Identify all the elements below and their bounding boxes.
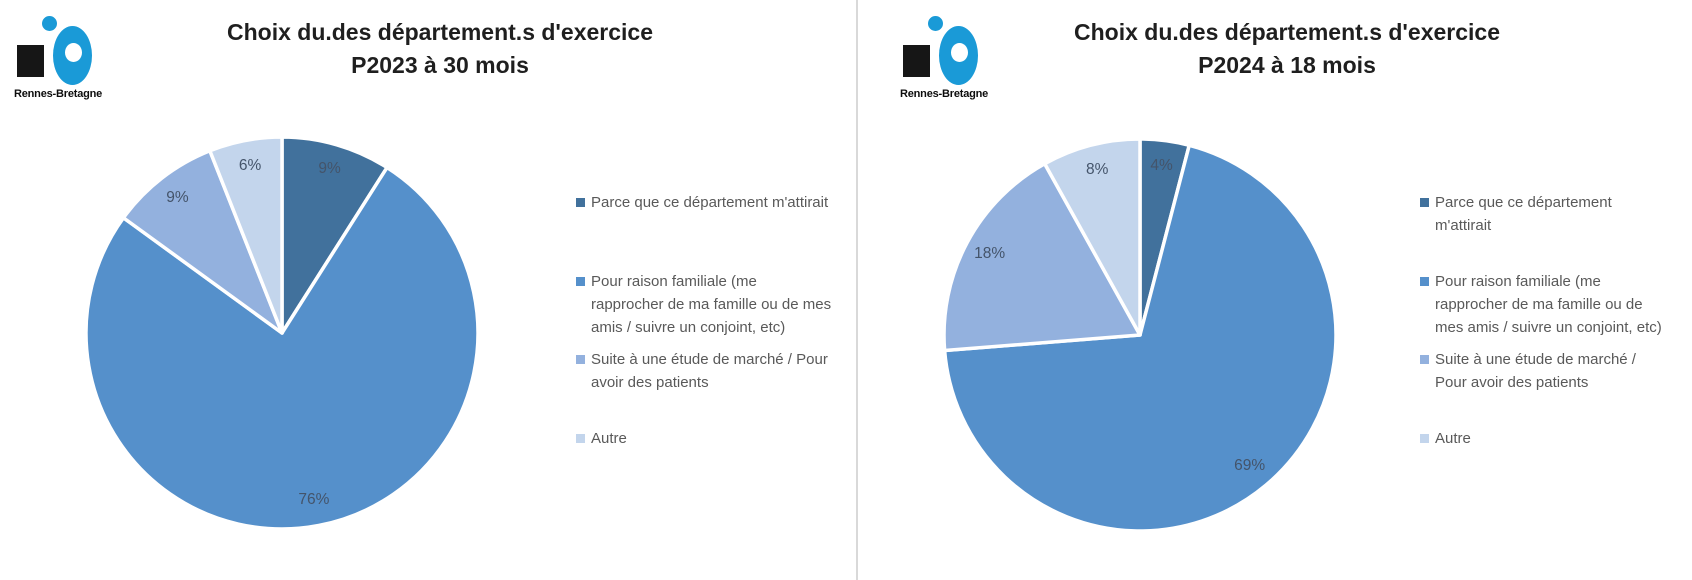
legend-item-3: Suite à une étude de marché / Pour avoir … [576,348,828,394]
legend-item-1: Parce que ce département m'attirait [576,191,828,214]
data-label-4: 6% [238,156,262,174]
pie-slice-4 [1042,137,1142,337]
data-label-4: 8% [1085,160,1109,178]
legend-label: Parce que ce département m'attirait [591,194,829,211]
legend-item-3: Suite à une étude de marché / Pour avoir … [1420,348,1636,394]
legend-label: Parce que ce département m'attirait [1435,194,1612,234]
panel-p2024: Rennes-Bretagne Choix du.des département… [846,0,1692,580]
brand-text: Rennes-Bretagne [900,88,989,100]
logo-square-icon [903,45,930,77]
logo-square-icon [17,45,44,77]
logo-o-hole [65,43,82,62]
chart-title-line2: P2023 à 30 mois [351,52,529,78]
pie-slice-2 [84,165,480,531]
legend-marker-icon [1420,277,1429,286]
chart-title-p2023: Choix du.des département.s d'exercice P2… [90,16,790,82]
pie-slice-4 [208,135,284,335]
legend-item-1: Parce que ce département m'attirait [1420,191,1612,237]
legend-label: Suite à une étude de marché / Pour avoir … [1435,351,1636,391]
legend-item-2: Pour raison familiale (me rapprocher de m… [1420,270,1662,339]
pie-chart-p2024 [942,137,1338,533]
data-label-2: 76% [298,491,330,509]
pie-slice-2 [942,143,1338,533]
legend-label: Autre [1435,430,1471,447]
legend-label: Suite à une étude de marché / Pour avoir … [591,351,828,391]
rennes-bretagne-logo: Rennes-Bretagne [900,10,1012,106]
legend-item-4: Autre [576,427,627,450]
pie-slice-3 [942,161,1142,353]
pie-chart-p2023 [84,135,480,531]
data-label-3: 9% [166,189,189,207]
legend-marker-icon [1420,355,1429,364]
logo-dot-icon [928,16,943,31]
logo-o-hole [951,43,968,62]
chart-title-line1: Choix du.des département.s d'exercice [226,19,653,45]
data-label-2: 69% [1234,456,1266,474]
legend-marker-icon [1420,434,1429,443]
legend-marker-icon [576,434,585,443]
legend-item-2: Pour raison familiale (me rapprocher de m… [576,270,831,339]
logo-dot-icon [42,16,57,31]
legend-label: Pour raison familiale (me rapprocher de m… [1435,273,1662,336]
legend-marker-icon [1420,198,1429,207]
legend-marker-icon [576,277,585,286]
rennes-bretagne-logo: Rennes-Bretagne [14,10,126,106]
chart-title-line1: Choix du.des département.s d'exercice [1073,19,1500,45]
data-label-1: 4% [1150,156,1173,174]
legend-marker-icon [576,198,585,207]
chart-title-line2: P2024 à 18 mois [1198,52,1376,78]
panel-divider [856,0,858,580]
legend-label: Autre [591,430,627,447]
legend-marker-icon [576,355,585,364]
chart-title-p2024: Choix du.des département.s d'exercice P2… [937,16,1637,82]
legend-item-4: Autre [1420,427,1471,450]
panel-p2023: Rennes-Bretagne Choix du.des département… [14,10,831,531]
brand-text: Rennes-Bretagne [14,88,103,100]
pie-slice-1 [280,135,389,335]
data-label-3: 18% [974,245,1006,263]
data-label-1: 9% [318,160,341,178]
pie-slice-3 [121,149,284,335]
legend-label: Pour raison familiale (me rapprocher de m… [591,273,832,336]
